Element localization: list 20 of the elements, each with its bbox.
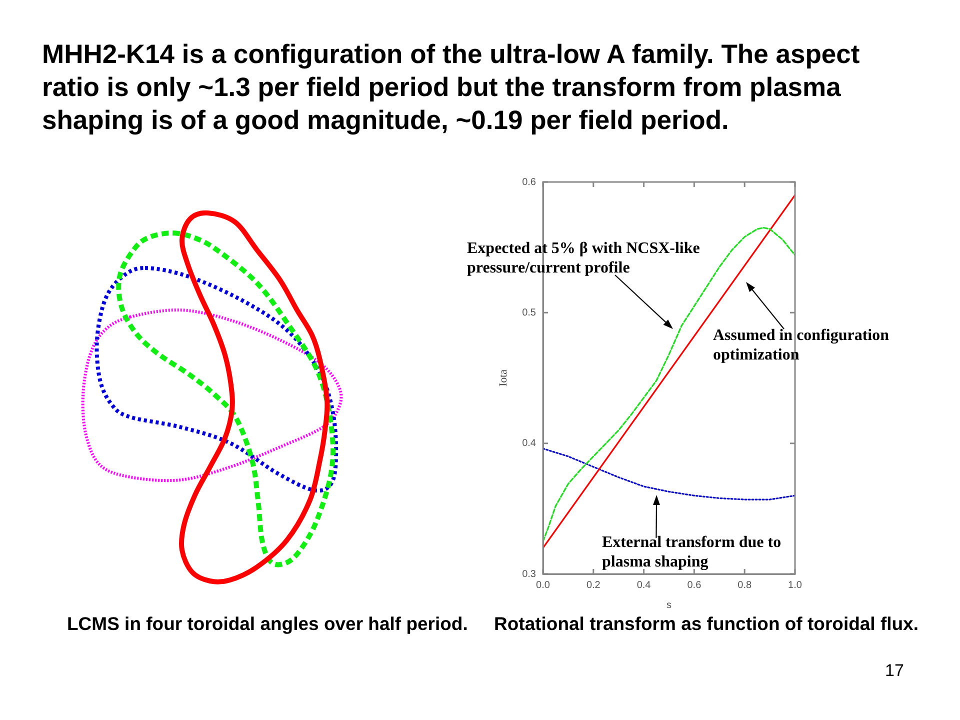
text: Rotational transform as function of toroidal flux. bbox=[494, 613, 918, 636]
y-tick-label: 0.3 bbox=[522, 568, 536, 580]
x-tick-label: 0.2 bbox=[586, 580, 601, 591]
annotation: Assumed in configuration optimization bbox=[713, 327, 890, 364]
text: LCMS in four toroidal angles over half period. bbox=[67, 613, 468, 636]
text: 17 bbox=[885, 661, 904, 682]
annotation: Expected at 5% β with NCSX-like pressure/current profile bbox=[467, 240, 700, 276]
x-axis-title: s bbox=[666, 600, 672, 611]
chart-title: MHH2-K14 is a configuration of the ultra-low A family. The aspect ratio is only ~1.3 per field period but the transform from plasma shaping is of a good magnitude, ~0.19 per field period. bbox=[42, 38, 861, 137]
x-tick-label: 1.0 bbox=[788, 580, 802, 591]
x-tick-label: 0.8 bbox=[738, 580, 752, 591]
y-tick-label: 0.6 bbox=[522, 176, 536, 188]
annotation: External transform due to plasma shaping bbox=[602, 534, 782, 570]
x-tick-label: 0.4 bbox=[636, 580, 652, 591]
y-tick-label: 0.5 bbox=[522, 307, 536, 318]
y-tick-label: 0.4 bbox=[522, 438, 536, 450]
line-series bbox=[543, 448, 795, 500]
x-tick-label: 0.0 bbox=[536, 580, 550, 591]
x-tick-label: 0.6 bbox=[687, 580, 702, 591]
y-axis-title: Iota bbox=[497, 369, 510, 387]
